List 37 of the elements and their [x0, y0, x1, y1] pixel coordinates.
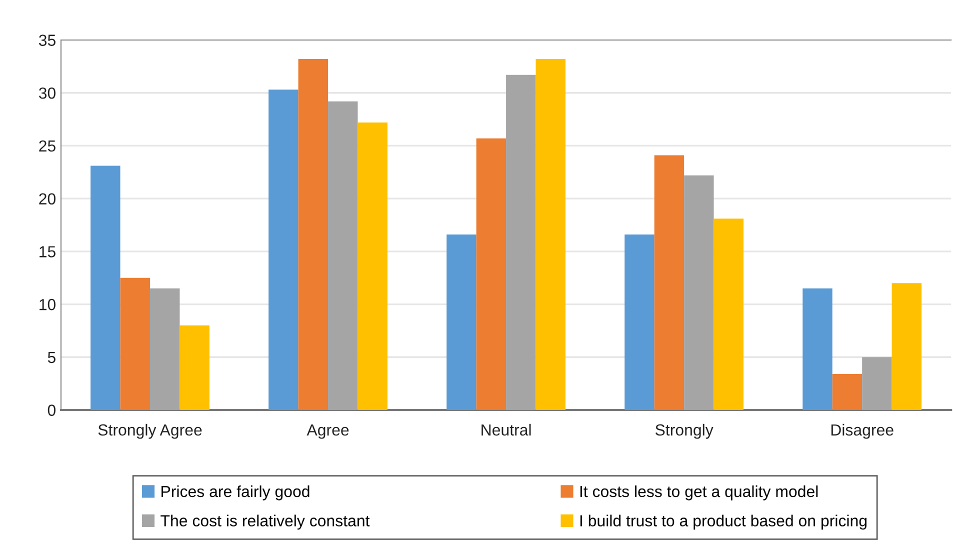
- legend-label: The cost is relatively constant: [160, 514, 370, 530]
- bar: [862, 357, 892, 410]
- x-tick-label: Neutral: [482, 424, 531, 436]
- y-tick-label: 5: [48, 352, 56, 364]
- bar: [714, 218, 744, 410]
- legend-label: It costs less to get a quality model: [580, 485, 818, 500]
- bar: [298, 59, 328, 410]
- y-tick-label: 30: [38, 87, 56, 99]
- x-tick-label: Strongly: [655, 424, 714, 439]
- bar: [892, 283, 922, 410]
- y-tick-label: 15: [40, 246, 56, 258]
- bar: [536, 59, 566, 410]
- bar: [446, 234, 476, 410]
- y-tick-label: 0: [48, 404, 56, 416]
- bar: [120, 278, 150, 410]
- bar: [268, 90, 298, 410]
- y-tick-label: 10: [40, 298, 56, 310]
- bar: [476, 138, 506, 410]
- x-tick-label: Disagree: [831, 424, 894, 439]
- x-tick-label: Strongly Agree: [98, 424, 202, 439]
- legend-label: Prices are fairly good: [162, 485, 310, 500]
- legend-label: I build trust to a product based on pricing: [580, 514, 866, 530]
- y-tick-label: 35: [38, 34, 56, 46]
- bar: [506, 74, 536, 410]
- bar: [654, 155, 684, 410]
- bar: [328, 101, 358, 410]
- x-tick-label: Agree: [306, 424, 349, 439]
- bar: [624, 234, 654, 410]
- y-tick-label: 25: [39, 140, 56, 152]
- bar: [90, 166, 120, 410]
- bar: [802, 288, 832, 410]
- bar: [684, 175, 714, 410]
- bar: [832, 374, 862, 410]
- bar: [358, 122, 388, 410]
- y-tick-label: 20: [39, 193, 56, 205]
- bar: [180, 325, 210, 410]
- bar: [150, 288, 180, 410]
